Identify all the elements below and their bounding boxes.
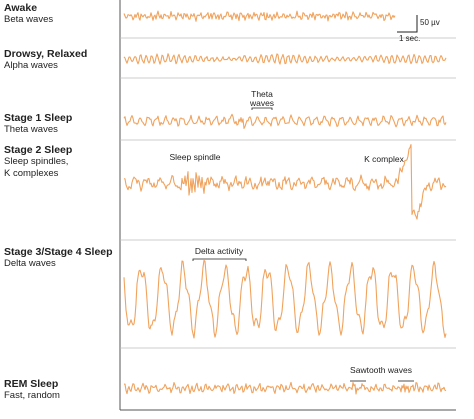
stage-title: Stage 1 Sleep [4,112,73,124]
scale-time-label: 1 sec. [399,34,420,43]
stage-label-awake: Awake Beta waves [4,2,122,26]
theta-label-line2: waves [249,98,274,108]
stage-description: Beta waves [4,14,54,25]
sleep-spindle-annotation: Sleep spindle [169,152,220,162]
stage-description: Theta waves [4,124,58,135]
stage-description: Sleep spindles, K complexes [4,156,69,179]
sleep-spindle-label: Sleep spindle [169,152,220,162]
k-complex-label: K complex [364,154,404,164]
trace-stage2 [123,144,447,220]
stage-label-stage1: Stage 1 Sleep Theta waves [4,112,122,136]
stage-description: Alpha waves [4,60,58,71]
stage-description: Fast, random [4,390,60,401]
theta-annotation: Theta waves [249,89,274,110]
stage-label-rem: REM Sleep Fast, random [4,378,122,402]
eeg-traces [123,10,447,395]
stage-description: Delta waves [4,258,56,269]
trace-awake [123,10,396,22]
stage-title: Awake [4,2,38,14]
trace-rem [123,381,447,395]
theta-label-line1: Theta [251,89,273,99]
stage-label-stage34: Stage 3/Stage 4 Sleep Delta waves [4,246,122,270]
sawtooth-label: Sawtooth waves [350,365,412,375]
stage-title: Stage 2 Sleep [4,144,73,156]
delta-bracket [192,258,247,261]
delta-activity-label: Delta activity [195,246,244,256]
trace-drowsy [123,53,447,65]
stage-title: Stage 3/Stage 4 Sleep [4,246,113,258]
scale-bar-lines [397,15,418,33]
stage-title: REM Sleep [4,378,59,390]
sawtooth-annotation: Sawtooth waves [350,365,414,382]
trace-stage1 [123,113,447,129]
scale-bar: 50 µv 1 sec. [397,15,440,43]
theta-bracket [251,107,273,110]
trace-stage34 [123,259,447,339]
stage-label-drowsy: Drowsy, Relaxed Alpha waves [4,48,122,72]
stage-title: Drowsy, Relaxed [4,48,88,60]
trace-panel [119,0,456,411]
scale-amplitude-label: 50 µv [420,18,440,27]
delta-annotation: Delta activity [192,246,247,261]
stage-label-stage2: Stage 2 Sleep Sleep spindles, K complexe… [4,144,122,180]
k-complex-annotation: K complex [364,154,404,164]
